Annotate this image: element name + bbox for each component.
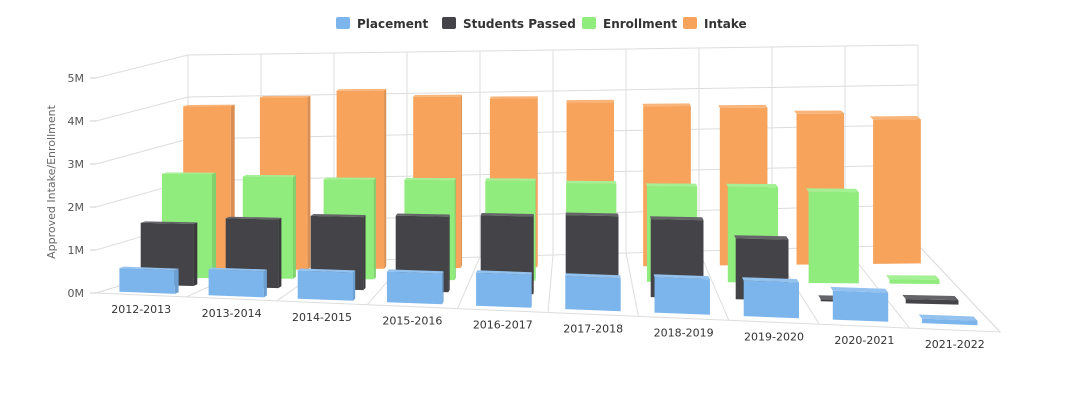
legend-swatch-intake[interactable] [683,17,697,29]
legend: Placement Students Passed Enrollment Intake [336,17,747,31]
x-tick-label: 2013-2014 [202,307,262,320]
bars [119,88,978,326]
bar-placement-2015-2016[interactable] [386,269,444,305]
bar-placement-2014-2015[interactable] [297,268,356,301]
gridline-vertical [547,50,554,313]
x-tick-label: 2021-2022 [925,338,985,351]
y-tick-label: 2M [68,201,85,214]
x-tick-label: 2019-2020 [744,330,804,343]
x-tick-label: 2012-2013 [111,303,171,316]
legend-label-placement[interactable]: Placement [357,17,428,31]
x-tick-label: 2018-2019 [654,326,714,339]
y-tick-label: 4M [68,115,85,128]
legend-label-students-passed[interactable]: Students Passed [463,17,576,31]
bar-placement-2019-2020[interactable] [742,277,799,319]
bar-placement-2013-2014[interactable] [208,267,267,298]
bar-placement-2020-2021[interactable] [830,286,889,322]
legend-swatch-enrollment[interactable] [582,17,596,29]
gridline-horizontal [95,44,919,79]
y-axis-title: Approved Intake/Enrollment [45,104,58,258]
legend-label-enrollment[interactable]: Enrollment [603,17,677,31]
x-tick-label: 2014-2015 [292,311,352,324]
gridline-vertical [457,51,481,309]
x-axis: 2012-2013 2013-2014 2014-2015 2015-2016 2016… [111,303,985,351]
legend-label-intake[interactable]: Intake [704,17,747,31]
y-tick-label: 5M [68,72,85,85]
y-tick-label: 0M [68,287,85,300]
x-tick-label: 2016-2017 [473,319,533,332]
legend-swatch-students-passed[interactable] [442,17,456,29]
bar-students-passed-2021-2022[interactable] [902,294,959,305]
bar-placement-2021-2022[interactable] [918,314,978,326]
y-tick-label: 3M [68,158,85,171]
y-axis: 0M 1M 2M 3M 4M 5M [68,72,96,300]
gridline-vertical [625,49,639,317]
bar-placement-2018-2019[interactable] [653,274,710,315]
x-tick-label: 2020-2021 [834,334,894,347]
bar-placement-2017-2018[interactable] [565,273,621,312]
bar-enrollment-2020-2021[interactable] [806,188,859,284]
bar-placement-2012-2013[interactable] [119,266,179,294]
y-tick-label: 1M [68,244,85,257]
legend-swatch-placement[interactable] [336,17,350,29]
x-tick-label: 2017-2018 [563,322,623,335]
bar-placement-2016-2017[interactable] [476,270,532,308]
floor-edge [95,244,1002,333]
bar-intake-2021-2022[interactable] [869,116,921,264]
x-tick-label: 2015-2016 [382,315,442,328]
bar-enrollment-2021-2022[interactable] [886,275,940,284]
